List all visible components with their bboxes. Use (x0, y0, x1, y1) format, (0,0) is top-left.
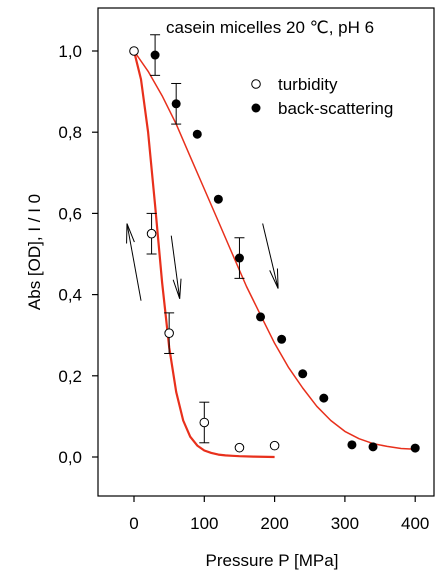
y-axis-ticks: 0,0 0,2 0,4 0,6 0,8 1,0 (58, 42, 98, 467)
arrow-head (172, 278, 182, 299)
legend-marker-turbidity (251, 79, 261, 89)
back-scattering-point (410, 443, 420, 453)
arrow-head (126, 223, 135, 244)
y-tick-label: 0,0 (58, 448, 82, 467)
legend-label-back-scattering: back-scattering (278, 99, 393, 118)
back-scattering-point (256, 312, 266, 322)
turbidity-point (199, 417, 210, 428)
back-scattering-point (368, 442, 378, 452)
x-axis-label: Pressure P [MPa] (206, 551, 339, 570)
turbidity-point (234, 442, 245, 453)
legend-label-turbidity: turbidity (278, 75, 338, 94)
turbidity-point (164, 328, 174, 338)
arrow-shaft (170, 235, 181, 299)
y-tick-label: 1,0 (58, 42, 82, 61)
turbidity-point (129, 46, 139, 56)
x-axis-ticks: 0 100 200 300 400 (129, 496, 429, 533)
turbidity-point (269, 440, 280, 451)
legend: turbidity back-scattering (251, 75, 393, 118)
x-tick-label: 0 (129, 514, 138, 533)
back-scattering-point (150, 50, 160, 60)
plot-frame (97, 7, 435, 497)
arrow-annotations (126, 223, 279, 301)
y-tick-label: 0,6 (58, 204, 82, 223)
back-scattering-point (277, 334, 287, 344)
x-tick-label: 200 (260, 514, 288, 533)
y-axis-label: Abs [OD], I / I 0 (25, 194, 44, 310)
fit-curve (133, 50, 416, 451)
y-tick-label: 0,2 (58, 367, 82, 386)
back-scattering-point (192, 129, 202, 139)
back-scattering-point (171, 99, 181, 109)
arrow-shaft (126, 223, 142, 301)
turbidity-point (146, 228, 157, 239)
chart-title: casein micelles 20 ℃, pH 6 (166, 18, 374, 37)
y-tick-label: 0,8 (58, 123, 82, 142)
fit-curves (132, 50, 416, 459)
error-bars (146, 34, 245, 444)
back-scattering-point (347, 440, 357, 450)
back-scattering-point (319, 393, 329, 403)
arrow-shaft (262, 223, 279, 289)
y-tick-label: 0,4 (58, 286, 82, 305)
legend-marker-back-scattering (251, 103, 261, 113)
arrow-head (269, 268, 279, 289)
x-tick-label: 100 (190, 514, 218, 533)
fit-curve (132, 50, 275, 459)
back-scattering-point (234, 253, 244, 263)
x-tick-label: 300 (331, 514, 359, 533)
back-scattering-point (213, 194, 223, 204)
data-points (129, 46, 420, 453)
x-tick-label: 400 (401, 514, 429, 533)
back-scattering-point (298, 369, 308, 379)
